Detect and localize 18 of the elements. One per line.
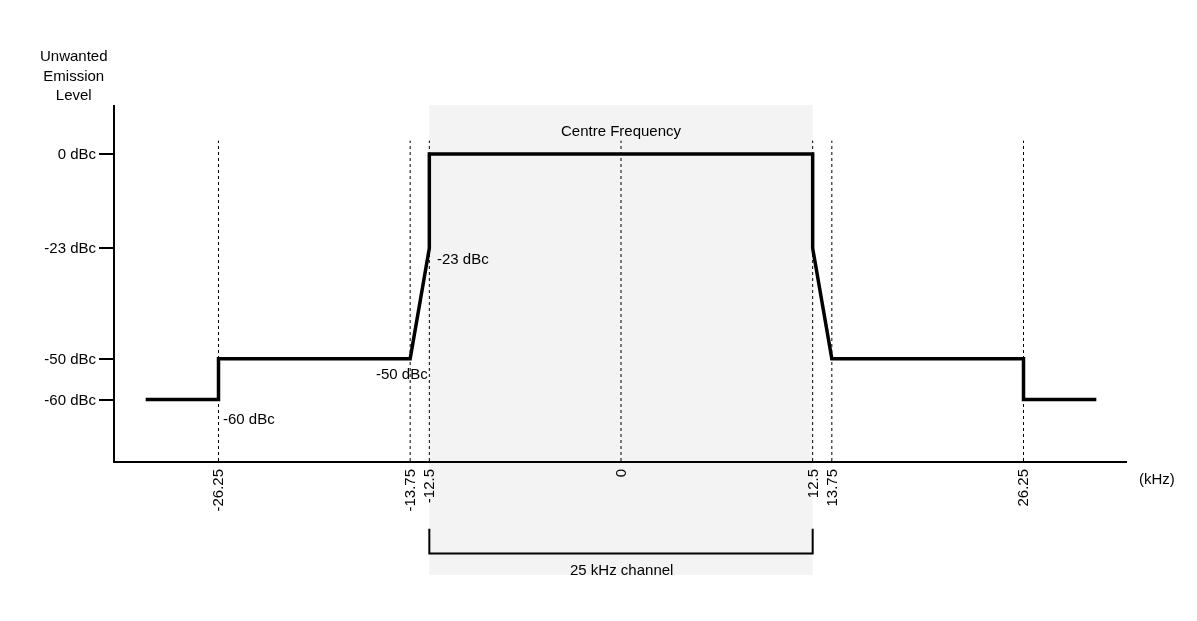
annotation: -60 dBc [223,410,276,427]
x-tick-label: 26.25 [1014,469,1032,507]
x-tick-label: 0 [611,469,629,478]
x-tick-label: -12.5 [420,469,438,504]
x-tick-label: 12.5 [803,469,821,499]
y-tick-label: -50 dBc [44,349,97,367]
y-tick-label: -60 dBc [44,390,97,408]
x-tick-label: -13.75 [401,469,419,512]
band-label: 25 kHz channel [570,561,674,578]
annotation: -23 dBc [437,250,490,267]
annotation: -50 dBc [376,365,429,382]
x-axis-title: (kHz) [1139,470,1175,487]
x-tick-label: 13.75 [822,469,840,507]
ref-line-label: Centre Frequency [561,122,682,139]
y-tick-label: 0 dBc [57,145,97,163]
y-axis-title: Unwanted Emission Level [40,47,108,103]
y-tick-label: -23 dBc [44,239,97,257]
x-tick-label: -26.25 [209,469,227,512]
